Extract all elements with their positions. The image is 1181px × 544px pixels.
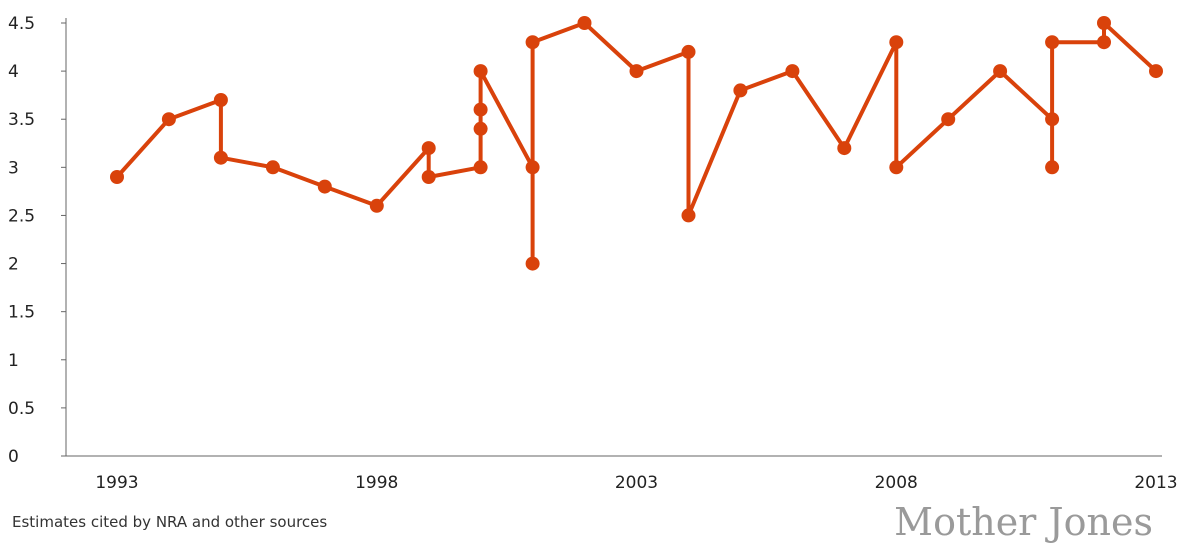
data-point [473,160,488,175]
data-point [889,35,904,50]
data-point [473,64,488,79]
y-tick-label: 1 [8,351,19,371]
line-chart: 0 0.5 1 1.5 2 2.5 3 3.5 4 4.5 1993 1998 2003 2008 201… [8,14,1178,493]
data-point [681,208,696,223]
series-line [115,21,1158,266]
data-point [1097,35,1111,50]
y-tick-label: 1.5 [8,303,35,323]
caption: Estimates cited by NRA and other sources [12,513,328,531]
data-point [1045,160,1060,175]
data-point [473,121,488,136]
data-point [317,179,332,194]
x-tick-label: 1998 [355,473,398,493]
data-point [1149,64,1163,79]
data-point [785,64,800,79]
x-tick-label: 2003 [615,473,658,493]
data-point [577,16,592,30]
y-tick-labels: 0 0.5 1 1.5 2 2.5 3 3.5 4 4.5 [8,14,66,467]
x-tick-labels: 1993 1998 2003 2008 2013 [95,473,1177,493]
data-point [733,83,748,98]
x-tick-label: 2008 [875,473,918,493]
y-tick-label: 3.5 [8,110,35,130]
data-point [525,256,540,271]
y-tick-label: 0 [8,447,19,467]
data-point [369,198,384,213]
data-point [525,35,540,50]
data-point [421,141,436,156]
data-points [110,16,1163,271]
data-point [473,102,488,117]
data-point [525,160,540,175]
mother-jones-logo: Mother Jones [894,500,1153,544]
data-point [213,93,228,107]
data-point [421,170,436,184]
x-tick-label: 2013 [1134,473,1177,493]
data-point [681,44,696,59]
data-point [265,160,280,175]
data-point [993,64,1008,79]
y-tick-label: 3 [8,158,19,178]
data-point [1045,35,1060,50]
data-point [213,150,228,165]
y-tick-label: 4 [8,62,19,82]
y-tick-label: 0.5 [8,399,35,419]
y-tick-label: 2 [8,255,19,275]
data-point [1045,112,1060,127]
x-tick-label: 1993 [95,473,138,493]
data-point [889,160,904,175]
data-point [941,112,956,127]
y-tick-label: 2.5 [8,206,35,226]
data-point [110,170,124,184]
data-point [1097,16,1111,30]
data-point [161,112,176,127]
data-point [837,141,852,156]
y-tick-label: 4.5 [8,14,35,34]
data-point [629,64,644,79]
